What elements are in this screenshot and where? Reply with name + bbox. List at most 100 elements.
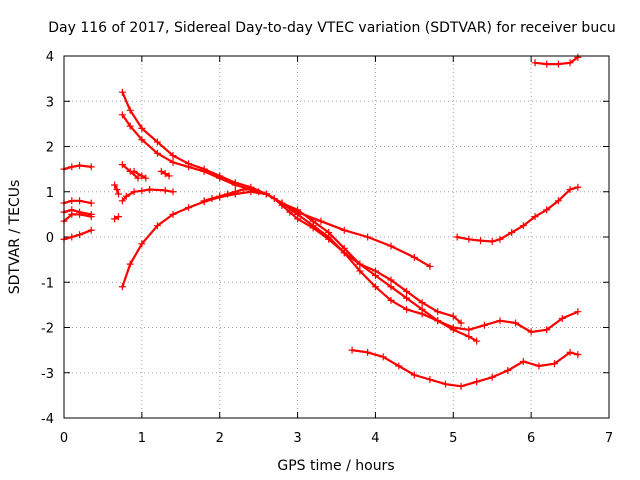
- data-point: [111, 215, 119, 223]
- data-point: [527, 328, 535, 336]
- series-layer: [60, 53, 582, 390]
- x-tick-label: 7: [605, 431, 613, 446]
- data-point: [68, 197, 76, 205]
- data-point: [449, 324, 457, 331]
- series-arc-f: [111, 181, 122, 198]
- data-point: [294, 215, 302, 223]
- data-point: [418, 299, 426, 307]
- plot-frame: [63, 55, 610, 419]
- data-point: [558, 314, 566, 322]
- series-trace: [351, 349, 579, 388]
- data-point: [169, 158, 177, 166]
- data-point: [126, 122, 134, 130]
- data-point: [169, 188, 177, 196]
- data-point: [531, 59, 539, 67]
- data-point: [379, 353, 387, 361]
- data-point: [465, 235, 473, 243]
- series-arc-r: [531, 53, 582, 68]
- data-point: [442, 380, 449, 388]
- data-point: [566, 185, 574, 193]
- data-point: [364, 348, 372, 356]
- data-point: [130, 188, 138, 196]
- data-point: [111, 181, 119, 189]
- data-point: [457, 382, 465, 390]
- data-point: [566, 348, 574, 356]
- data-point: [426, 376, 434, 384]
- data-point: [453, 233, 461, 241]
- data-point: [434, 308, 442, 316]
- data-point: [134, 174, 142, 182]
- data-point: [200, 167, 208, 175]
- data-point: [488, 238, 496, 246]
- series-arc-p: [348, 346, 582, 390]
- data-point: [554, 60, 562, 68]
- y-tick-label: 0: [46, 231, 54, 246]
- data-point: [208, 195, 216, 203]
- data-point: [465, 326, 473, 334]
- data-point: [115, 190, 122, 198]
- data-point: [169, 210, 177, 218]
- data-point: [574, 53, 582, 61]
- data-point: [566, 59, 574, 67]
- data-point: [508, 228, 516, 236]
- y-tick-label: 3: [46, 95, 54, 110]
- data-point: [142, 174, 150, 182]
- data-point: [165, 172, 173, 180]
- data-point: [185, 163, 193, 171]
- data-point: [118, 197, 126, 205]
- data-point: [574, 183, 582, 191]
- y-tick-label: -3: [41, 367, 54, 382]
- data-point: [309, 224, 317, 232]
- series-arc-o: [200, 185, 465, 327]
- data-point: [153, 149, 161, 157]
- data-point: [76, 162, 84, 170]
- x-tick-labels: 0 1 2 3 4 5 6 7: [60, 431, 613, 446]
- data-point: [87, 199, 95, 207]
- data-point: [403, 305, 411, 313]
- data-point: [216, 192, 224, 200]
- data-point: [387, 296, 395, 304]
- data-point: [231, 181, 239, 189]
- data-point: [449, 312, 457, 320]
- data-point: [496, 317, 504, 325]
- data-point: [543, 206, 551, 214]
- data-point: [185, 204, 193, 212]
- data-point: [371, 267, 379, 275]
- data-point: [551, 360, 558, 368]
- data-point: [153, 222, 161, 230]
- data-point: [473, 378, 481, 386]
- x-tick-label: 1: [138, 431, 146, 446]
- data-point: [138, 172, 146, 180]
- data-point: [278, 201, 286, 209]
- series-trace: [62, 229, 93, 241]
- data-point: [395, 362, 403, 370]
- data-point: [531, 213, 539, 221]
- x-tick-label: 6: [527, 431, 535, 446]
- data-point: [348, 346, 356, 354]
- data-point: [161, 186, 169, 194]
- x-tick-label: 3: [293, 431, 301, 446]
- data-point: [426, 262, 434, 270]
- data-point: [169, 152, 177, 160]
- data-point: [418, 310, 426, 318]
- data-point: [340, 226, 348, 234]
- series-trace: [456, 186, 579, 243]
- data-point: [519, 357, 527, 365]
- data-point: [247, 185, 255, 193]
- y-tick-label: -4: [41, 412, 54, 427]
- x-tick-label: 0: [60, 431, 68, 446]
- data-point: [216, 174, 224, 182]
- data-point: [488, 373, 496, 381]
- data-point: [325, 235, 333, 243]
- data-point: [115, 213, 122, 221]
- series-arc-l: [118, 111, 481, 345]
- data-point: [317, 217, 325, 225]
- data-point: [480, 321, 488, 329]
- data-point: [457, 319, 465, 327]
- data-point: [126, 106, 134, 114]
- data-point: [403, 294, 411, 302]
- data-point: [504, 366, 512, 374]
- grid-lines: [64, 56, 609, 418]
- data-point: [364, 233, 372, 241]
- data-point: [87, 163, 95, 171]
